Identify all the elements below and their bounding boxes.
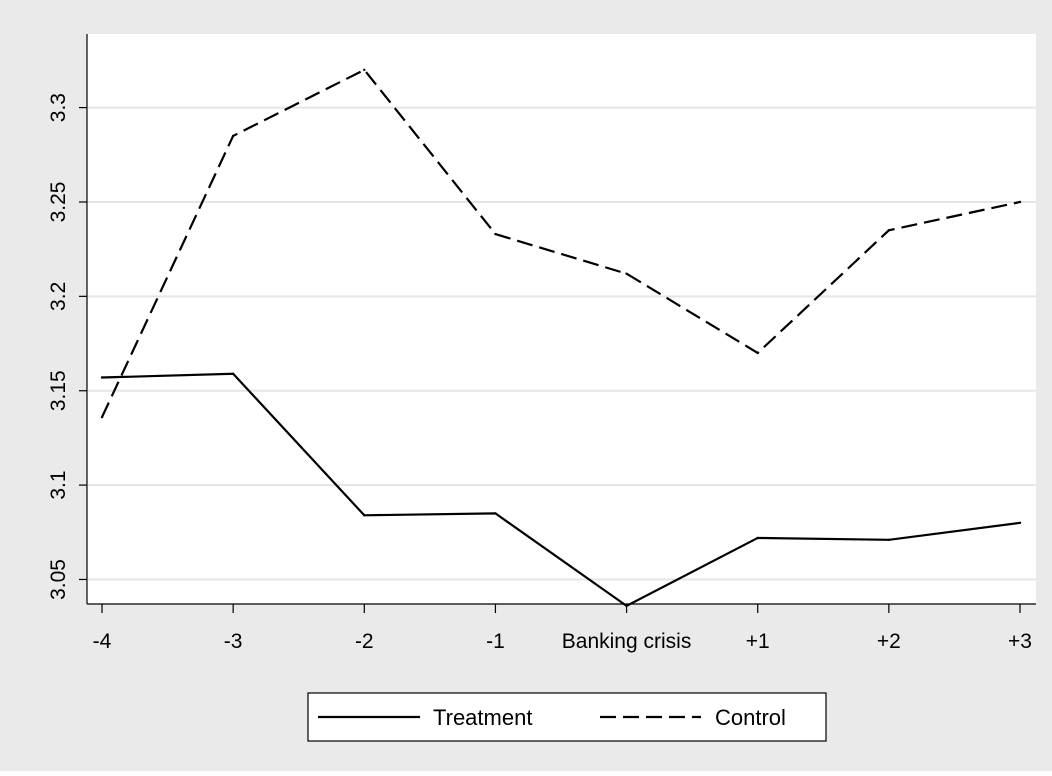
- data-point: [494, 232, 497, 236]
- series-lines: [100, 68, 1022, 608]
- x-tick-label: -3: [224, 630, 243, 653]
- legend-label-treatment: Treatment: [433, 705, 532, 730]
- y-tick-label: 3.1: [47, 470, 70, 499]
- series-line-control: [101, 68, 1021, 418]
- data-point: [887, 538, 891, 542]
- x-tick-label: -1: [486, 630, 505, 653]
- data-point: [1018, 200, 1022, 204]
- series-line-treatment: [101, 372, 1021, 608]
- data-point: [1018, 521, 1022, 525]
- x-tick-label: Banking crisis: [562, 630, 692, 653]
- y-tick-label: 3.05: [47, 559, 70, 600]
- legend: Treatment Control: [307, 692, 827, 742]
- gridlines: [88, 106, 1036, 581]
- data-point: [100, 415, 104, 419]
- legend-label-control: Control: [715, 705, 786, 730]
- data-point: [625, 604, 628, 608]
- data-point: [231, 372, 235, 375]
- y-tick-label: 3.25: [47, 182, 70, 223]
- y-tick-label: 3.3: [47, 93, 70, 122]
- x-tick-label: -2: [355, 630, 374, 653]
- data-point: [363, 514, 366, 517]
- x-tick-label: +2: [877, 630, 901, 653]
- data-point: [887, 229, 891, 232]
- x-tick-label: -4: [93, 630, 112, 653]
- data-point: [231, 134, 235, 138]
- data-point: [625, 272, 628, 275]
- data-point: [756, 536, 759, 540]
- data-point: [363, 68, 366, 72]
- plot-area: [87, 34, 1036, 604]
- x-tick-label: +3: [1008, 630, 1032, 653]
- data-point: [100, 376, 104, 379]
- data-point: [756, 351, 759, 355]
- x-tick-label: +1: [746, 630, 770, 653]
- y-tick-label: 3.15: [47, 370, 70, 411]
- data-point: [494, 512, 497, 515]
- y-tick-label: 3.2: [47, 282, 70, 311]
- axes: 3.05 3.1 3.15 3.2 3.25 3.3 -4 -3 -2 -1 Banking cri…: [47, 34, 1036, 653]
